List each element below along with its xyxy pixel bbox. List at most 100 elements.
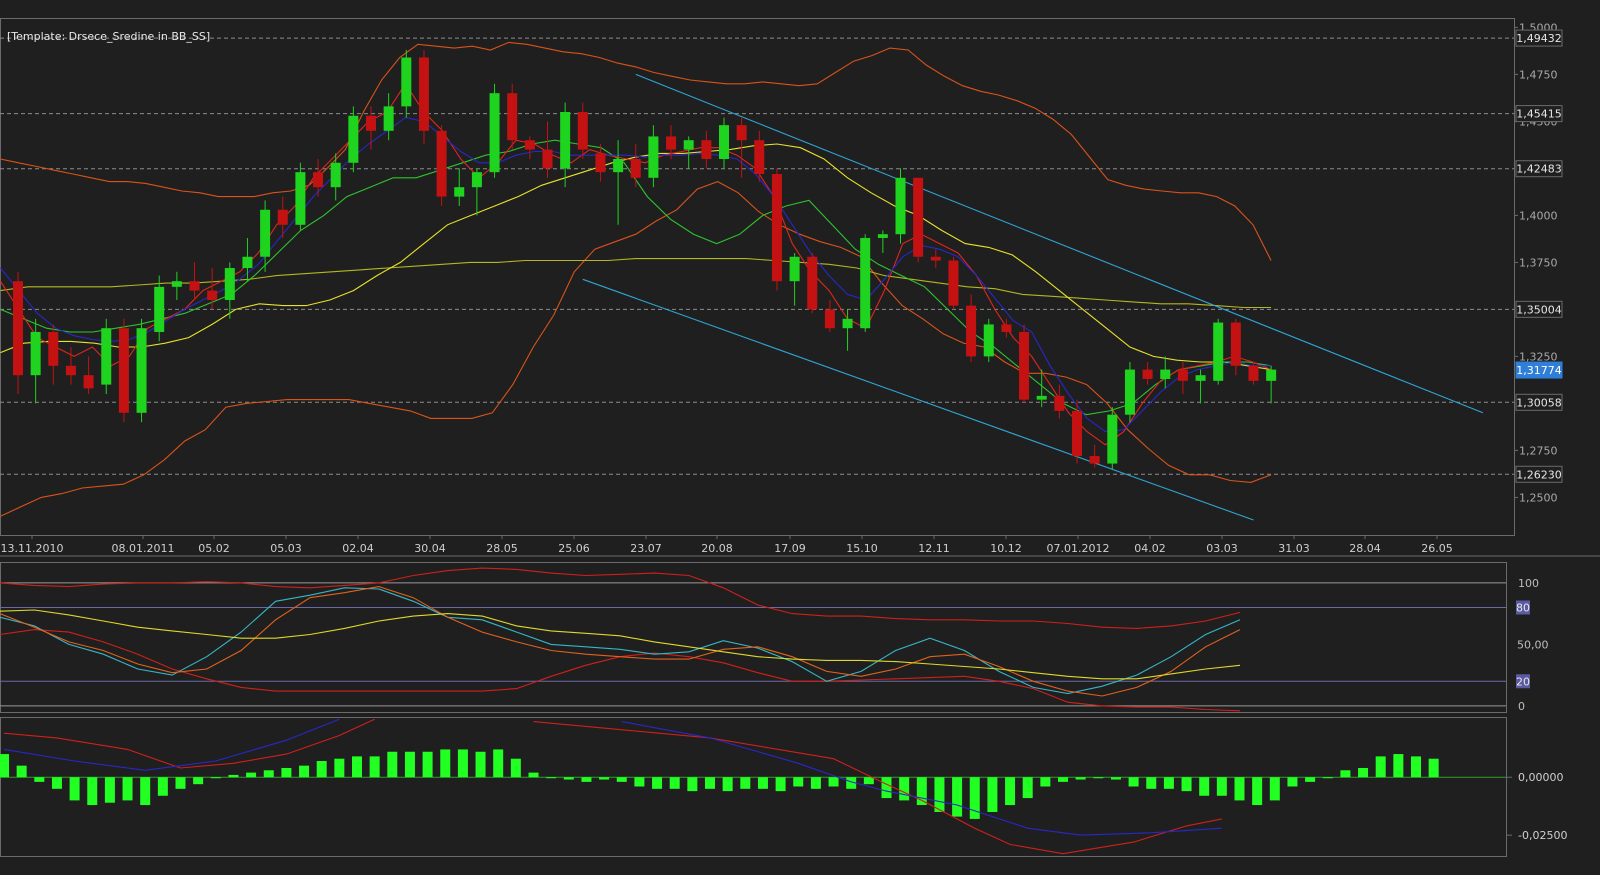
candle-up: [471, 172, 482, 188]
osc-bar: [1340, 770, 1351, 778]
y-tick-label: 1,2750: [1519, 444, 1558, 457]
candle-up: [348, 115, 359, 163]
candle-down: [524, 140, 535, 150]
osc-bar: [87, 777, 98, 806]
candle-down: [577, 112, 588, 150]
osc-bar: [916, 777, 927, 806]
candle-down: [1177, 369, 1188, 381]
candle-up: [1160, 369, 1171, 379]
osc-bar: [493, 749, 504, 778]
x-tick-label: 05.03: [270, 542, 302, 555]
price-level-label: 1,26230: [1516, 468, 1562, 481]
osc-bar: [1234, 777, 1245, 801]
stoch-level-label: 100: [1518, 577, 1539, 590]
osc-bar: [475, 751, 486, 778]
osc-bar: [1393, 754, 1404, 778]
osc-bar: [863, 777, 874, 785]
candle-down: [966, 305, 977, 357]
stoch-level-box: [1516, 674, 1530, 689]
candle-down: [436, 130, 447, 197]
stoch-level-label: 0: [1518, 700, 1525, 713]
osc-bar: [1428, 758, 1439, 778]
osc-bar: [1411, 756, 1421, 778]
y-tick-label: 1,4000: [1519, 209, 1558, 222]
osc-bar: [34, 777, 45, 782]
osc-bar: [1146, 777, 1157, 789]
candle-up: [260, 209, 271, 257]
osc-bar: [334, 758, 345, 778]
stoch-level-label: 20: [1516, 675, 1530, 688]
osc-bar: [299, 765, 310, 778]
candle-down: [48, 331, 59, 366]
channel_lower-line: [582, 278, 1254, 521]
candle-down: [807, 256, 818, 310]
osc-bar: [1022, 777, 1033, 799]
price-level-label: 1,42483: [1516, 163, 1562, 176]
y-tick-label: 1,4750: [1519, 68, 1558, 81]
x-tick-label: 28.05: [486, 542, 518, 555]
osc-bar: [740, 777, 751, 789]
candle-down: [1248, 365, 1259, 381]
osc-bar: [352, 756, 362, 778]
candle-down: [118, 328, 129, 413]
price-level-label: 1,31774: [1516, 364, 1562, 377]
candle-up: [1124, 369, 1135, 415]
candle-up: [842, 318, 853, 329]
candle-down: [277, 209, 288, 225]
x-tick-label: 20.08: [701, 542, 733, 555]
osc-bar: [457, 749, 468, 778]
candle-up: [489, 93, 500, 173]
x-tick-label: 05.02: [198, 542, 230, 555]
osc-line: [3, 718, 375, 769]
candle-down: [542, 149, 553, 169]
osc-bar: [69, 777, 80, 801]
price-level-box: [1515, 300, 1563, 318]
candle-up: [1036, 395, 1047, 400]
candle-down: [1230, 322, 1241, 366]
candle-up: [242, 256, 253, 269]
candle-up: [719, 125, 729, 159]
osc-bar: [510, 758, 521, 778]
x-tick-label: 10.12: [990, 542, 1022, 555]
template-label: [Template: Drsece_Sredine in BB_SS]: [7, 30, 211, 43]
candle-down: [13, 281, 23, 376]
osc-bar: [122, 777, 133, 801]
price-level-box: [1515, 105, 1563, 123]
osc-bar: [634, 777, 645, 787]
candle-up: [171, 281, 182, 287]
price-level-label: 1,49432: [1516, 32, 1562, 45]
price-panel: [0, 18, 1515, 536]
stoch-level-label: 80: [1516, 601, 1530, 614]
candle-up: [101, 328, 112, 385]
candle-up: [154, 286, 165, 332]
candle-down: [189, 281, 200, 291]
candle-up: [295, 172, 306, 225]
candle-up: [224, 268, 235, 300]
osc-bar: [316, 761, 327, 778]
candle-up: [895, 177, 906, 235]
stoch-level-label: 50,00: [1517, 638, 1549, 651]
osc-bar: [1287, 777, 1298, 787]
osc-bar: [846, 777, 857, 789]
candle-up: [789, 256, 800, 282]
osc-bar: [16, 765, 27, 778]
osc-bar: [828, 777, 839, 787]
osc-bar: [775, 777, 786, 792]
osc-bar: [599, 777, 610, 780]
ma_red-line: [0, 82, 1272, 446]
x-tick-label: 08.01.2011: [112, 542, 175, 555]
osc-bar: [404, 751, 415, 778]
x-tick-label: 07.01.2012: [1047, 542, 1110, 555]
osc-bar: [0, 754, 9, 778]
candle-down: [65, 365, 76, 376]
x-tick-label: 03.03: [1206, 542, 1238, 555]
candle-down: [418, 57, 429, 131]
x-tick-label: 30.04: [414, 542, 446, 555]
candle-down: [366, 115, 376, 131]
candle-up: [613, 159, 624, 173]
osc-bar: [1163, 777, 1174, 789]
osc-bar: [1322, 777, 1333, 779]
stoch-line: [0, 609, 1241, 680]
